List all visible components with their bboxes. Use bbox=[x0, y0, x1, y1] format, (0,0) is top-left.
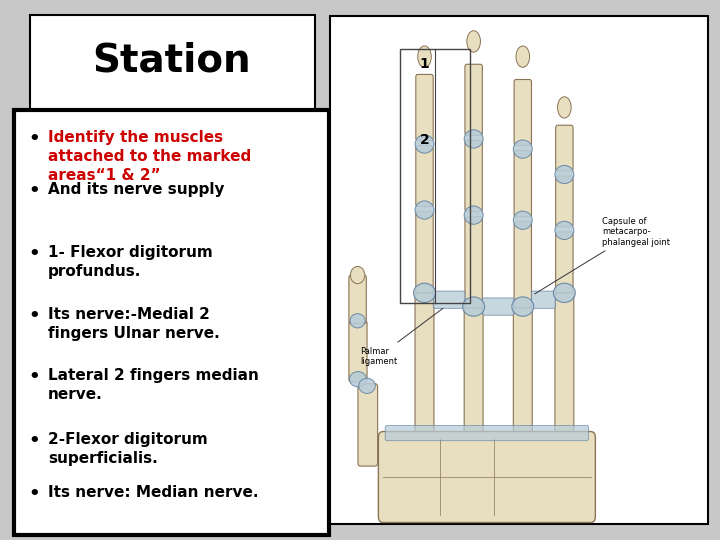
Text: Its nerve: Median nerve.: Its nerve: Median nerve. bbox=[48, 485, 258, 500]
FancyBboxPatch shape bbox=[465, 217, 482, 308]
Ellipse shape bbox=[359, 378, 375, 394]
FancyBboxPatch shape bbox=[556, 176, 573, 227]
Ellipse shape bbox=[351, 266, 365, 284]
Ellipse shape bbox=[557, 97, 571, 118]
FancyBboxPatch shape bbox=[433, 291, 465, 308]
FancyBboxPatch shape bbox=[465, 64, 482, 136]
Text: Station: Station bbox=[93, 41, 251, 79]
Ellipse shape bbox=[464, 206, 483, 224]
FancyBboxPatch shape bbox=[415, 293, 434, 433]
Text: 2-Flexor digitorum
superficialis.: 2-Flexor digitorum superficialis. bbox=[48, 432, 208, 466]
Bar bbox=[30, 15, 315, 110]
Ellipse shape bbox=[415, 135, 434, 153]
Ellipse shape bbox=[555, 221, 574, 240]
Ellipse shape bbox=[463, 297, 485, 316]
Text: 1: 1 bbox=[420, 57, 429, 71]
Bar bbox=[330, 16, 708, 524]
Text: •: • bbox=[28, 245, 40, 263]
Ellipse shape bbox=[464, 130, 483, 148]
FancyBboxPatch shape bbox=[514, 222, 531, 308]
Text: •: • bbox=[28, 130, 40, 148]
Text: And its nerve supply: And its nerve supply bbox=[48, 182, 225, 197]
Text: Capsule of
metacarpo-
phalangeal joint: Capsule of metacarpo- phalangeal joint bbox=[534, 217, 670, 294]
Ellipse shape bbox=[467, 31, 480, 52]
Text: 2: 2 bbox=[420, 133, 429, 147]
FancyBboxPatch shape bbox=[513, 308, 532, 443]
Text: •: • bbox=[28, 368, 40, 386]
FancyBboxPatch shape bbox=[358, 384, 377, 466]
Text: •: • bbox=[28, 182, 40, 200]
FancyBboxPatch shape bbox=[416, 75, 433, 140]
FancyBboxPatch shape bbox=[385, 426, 588, 441]
FancyBboxPatch shape bbox=[556, 232, 573, 293]
Bar bbox=[14, 110, 329, 535]
FancyBboxPatch shape bbox=[349, 321, 367, 382]
Ellipse shape bbox=[350, 314, 365, 328]
Bar bbox=[400, 49, 470, 303]
Ellipse shape bbox=[415, 201, 434, 219]
Ellipse shape bbox=[554, 283, 575, 302]
FancyBboxPatch shape bbox=[514, 79, 531, 146]
Ellipse shape bbox=[513, 211, 532, 230]
Text: Identify the muscles
attached to the marked
areas“1 & 2”: Identify the muscles attached to the mar… bbox=[48, 130, 251, 184]
FancyBboxPatch shape bbox=[465, 140, 482, 212]
FancyBboxPatch shape bbox=[379, 431, 595, 523]
Ellipse shape bbox=[413, 283, 436, 302]
FancyBboxPatch shape bbox=[556, 125, 573, 171]
Ellipse shape bbox=[349, 372, 366, 387]
Text: Lateral 2 fingers median
nerve.: Lateral 2 fingers median nerve. bbox=[48, 368, 259, 402]
FancyBboxPatch shape bbox=[464, 308, 483, 443]
FancyBboxPatch shape bbox=[349, 275, 366, 323]
Text: •: • bbox=[28, 307, 40, 325]
Ellipse shape bbox=[516, 46, 530, 68]
Text: •: • bbox=[28, 485, 40, 503]
Ellipse shape bbox=[513, 140, 532, 158]
Ellipse shape bbox=[512, 297, 534, 316]
FancyBboxPatch shape bbox=[531, 291, 556, 308]
Text: Palmar
ligament: Palmar ligament bbox=[360, 308, 443, 366]
Text: •: • bbox=[28, 432, 40, 450]
FancyBboxPatch shape bbox=[416, 146, 433, 206]
FancyBboxPatch shape bbox=[482, 298, 514, 315]
Text: Its nerve:-Medial 2
fingers Ulnar nerve.: Its nerve:-Medial 2 fingers Ulnar nerve. bbox=[48, 307, 220, 341]
Ellipse shape bbox=[555, 165, 574, 184]
FancyBboxPatch shape bbox=[416, 212, 433, 293]
Ellipse shape bbox=[418, 46, 431, 68]
FancyBboxPatch shape bbox=[514, 151, 531, 217]
Text: 1- Flexor digitorum
profundus.: 1- Flexor digitorum profundus. bbox=[48, 245, 212, 279]
FancyBboxPatch shape bbox=[555, 293, 574, 433]
